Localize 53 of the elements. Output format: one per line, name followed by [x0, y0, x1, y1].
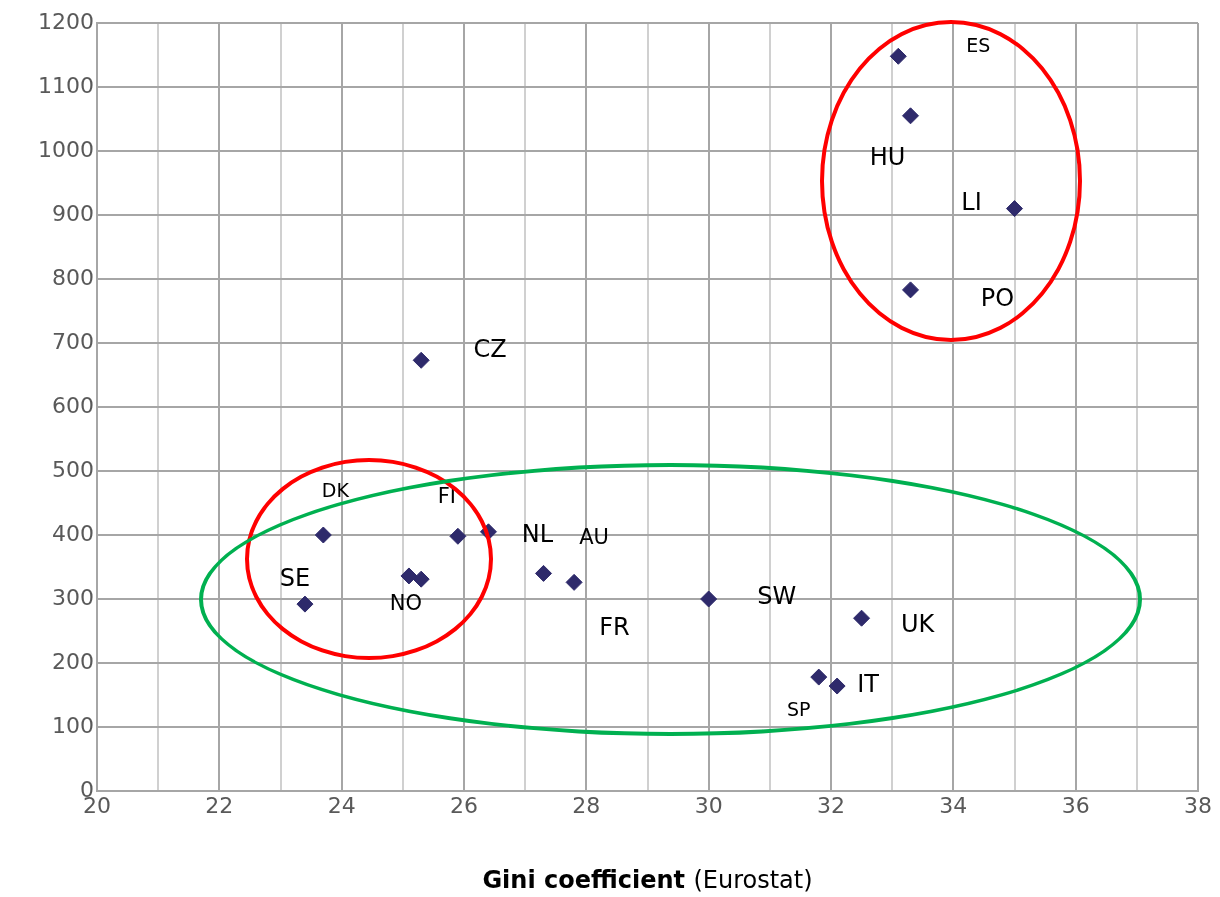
point	[400, 567, 418, 585]
annotation: SP	[787, 698, 811, 721]
annotation: FR	[599, 612, 630, 641]
point	[810, 668, 828, 686]
x-tick-label: 26	[450, 792, 478, 818]
annotation: DK	[321, 478, 350, 501]
annotation: NO	[389, 591, 423, 616]
annotation: NL	[521, 520, 554, 549]
point	[535, 564, 553, 582]
point	[412, 351, 430, 369]
x-tick-label: 38	[1184, 792, 1212, 818]
point	[314, 526, 332, 544]
point	[700, 590, 718, 608]
x-tick-label: 36	[1061, 792, 1090, 818]
y-tick-label: 800	[52, 264, 94, 290]
x-tick-label: 22	[205, 792, 234, 818]
annotation: UK	[900, 610, 936, 639]
y-tick-label: 700	[52, 328, 94, 354]
point	[902, 281, 920, 299]
y-tick-label: 1100	[38, 72, 94, 98]
point	[565, 573, 583, 591]
point	[902, 107, 920, 125]
point	[296, 595, 314, 613]
y-tick-label: 600	[52, 392, 94, 418]
point	[449, 527, 467, 545]
y-tick-label: 900	[52, 200, 94, 226]
point	[1006, 200, 1023, 218]
annotation: PO	[980, 284, 1015, 313]
y-tick-label: 400	[52, 520, 94, 546]
x-axis-title: Gini coefficient (Eurostat)	[481, 866, 814, 894]
x-tick-label: 30	[694, 792, 723, 818]
y-tick-label: 500	[52, 456, 94, 482]
annotation: LI	[961, 187, 982, 216]
y-tick-label: 100	[52, 712, 94, 738]
y-tick-label: 300	[52, 584, 94, 610]
annotation: SW	[757, 582, 797, 611]
y-tick-label: 1200	[38, 8, 94, 34]
annotation: IT	[857, 670, 880, 699]
point	[889, 47, 907, 65]
x-tick-label: 34	[939, 792, 968, 818]
annotation: SE	[279, 564, 311, 593]
point	[828, 677, 846, 695]
annotation: HU	[869, 143, 906, 172]
y-tick-label: 1000	[38, 136, 94, 162]
annotation: CZ	[473, 334, 507, 363]
point	[412, 570, 430, 588]
annotation: AU	[579, 524, 609, 549]
point	[853, 609, 871, 627]
x-tick-label: 24	[327, 792, 356, 818]
y-tick-label: 200	[52, 648, 94, 674]
x-tick-label: 32	[817, 792, 845, 818]
x-tick-label: 28	[572, 792, 601, 818]
annotation: ES	[966, 34, 991, 57]
